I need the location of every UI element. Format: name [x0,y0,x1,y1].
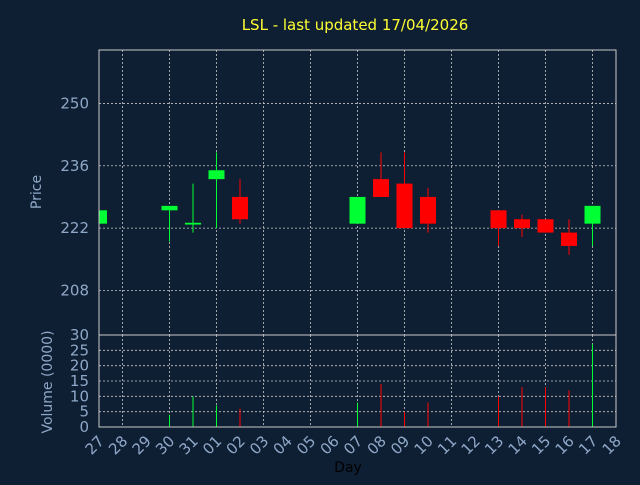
x-tick-label: 08 [364,432,390,458]
candles-layer [98,152,601,255]
x-tick-label: 02 [223,432,249,458]
x-tick-label: 01 [199,432,225,458]
candle-body [396,183,413,229]
x-tick-label: 10 [411,432,437,458]
candle-body [208,170,225,180]
x-tick-label: 13 [481,432,507,458]
x-tick-label: 28 [105,432,131,458]
candle-body [232,196,248,220]
volume-tick-label: 0 [79,418,89,436]
price-tick-label: 208 [60,281,89,299]
plot-frames [98,49,617,428]
x-tick-label: 30 [152,432,178,458]
x-tick-label: 03 [246,432,272,458]
x-tick-label: 27 [82,432,108,458]
price-tick-label: 236 [60,157,89,175]
price-panel-frame [98,49,617,336]
x-tick-label: 17 [575,432,601,458]
volume-tick-label: 25 [70,341,89,359]
volume-axis-label: Volume (0000) [40,330,56,433]
chart-title: LSL - last updated 17/04/2026 [242,16,469,34]
x-tick-label: 29 [129,432,155,458]
volume-tick-label: 15 [70,372,89,390]
volume-tick-label: 5 [79,403,89,421]
tick-labels: 2082222362500510152025302728293031010203… [60,94,624,458]
candle-body [537,219,554,233]
x-tick-label: 06 [317,432,343,458]
x-tick-label: 16 [552,432,578,458]
x-axis-label: Day [334,460,362,476]
candle-body [185,222,201,225]
candle-body [99,210,107,224]
candle-body [373,179,389,197]
price-axis-label: Price [29,175,45,209]
candle-body [349,196,366,224]
x-tick-label: 04 [270,432,296,458]
price-tick-label: 250 [60,94,89,112]
x-tick-label: 09 [387,432,413,458]
x-tick-label: 05 [293,432,319,458]
x-tick-label: 15 [528,432,554,458]
x-tick-label: 12 [458,432,484,458]
volume-tick-label: 30 [70,326,89,344]
volume-tick-label: 10 [70,387,89,405]
candle-body [490,210,507,229]
x-tick-label: 31 [176,432,202,458]
candle-body [514,219,530,229]
price-tick-label: 222 [60,219,89,237]
candle-body [161,205,178,211]
volume-bars-layer [169,344,593,427]
candle-body [420,196,436,224]
volume-panel-frame [98,334,617,428]
x-tick-label: 11 [434,432,460,458]
gridlines [99,50,616,427]
x-tick-label: 14 [505,432,531,458]
candle-body [584,205,601,224]
x-tick-label: 07 [340,432,366,458]
candle-body [561,232,577,246]
x-tick-label: 18 [599,432,625,458]
volume-tick-label: 20 [70,357,89,375]
